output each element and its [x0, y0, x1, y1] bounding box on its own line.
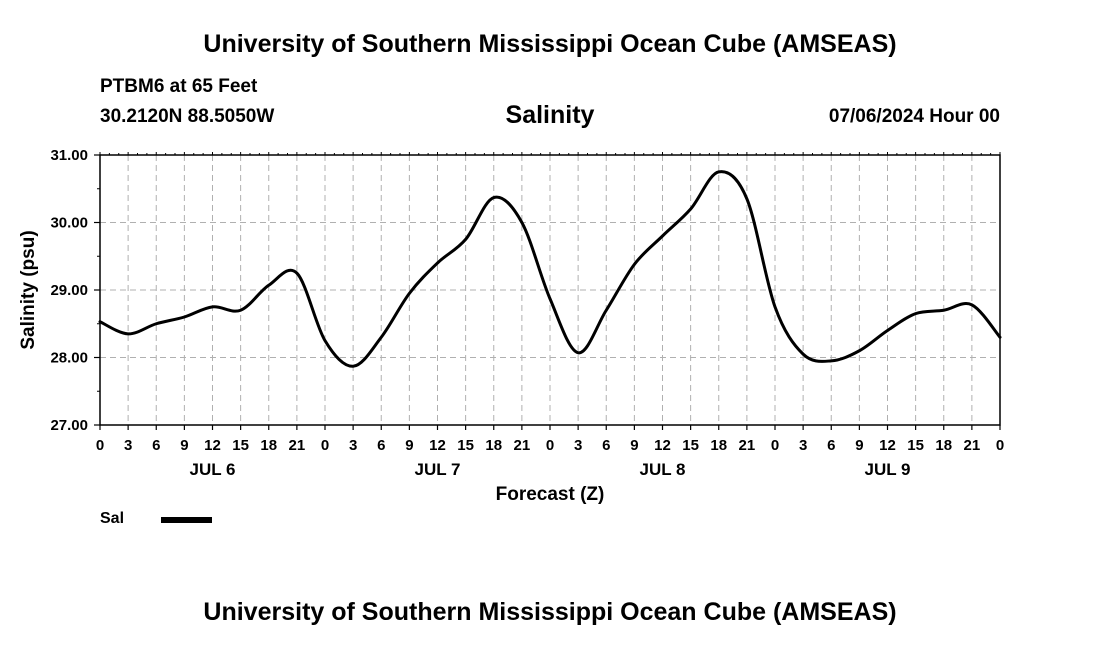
x-tick-label: 18 [710, 437, 727, 454]
x-tick-label: 21 [514, 437, 531, 454]
station-name: PTBM6 at 65 Feet [100, 76, 258, 97]
x-tick-label: 3 [799, 437, 807, 454]
x-tick-label: 6 [377, 437, 385, 454]
chart-title: Salinity [505, 101, 595, 129]
x-tick-label: 12 [429, 437, 446, 454]
x-tick-label: 21 [964, 437, 981, 454]
x-axis-label: Forecast (Z) [496, 484, 605, 505]
y-tick-label: 29.00 [50, 282, 88, 299]
chart-footer-title: University of Southern Mississippi Ocean… [203, 598, 897, 626]
x-tick-label: 12 [879, 437, 896, 454]
y-tick-label: 31.00 [50, 147, 88, 164]
x-day-label: JUL 6 [190, 460, 236, 479]
x-tick-label: 0 [321, 437, 329, 454]
x-tick-label: 0 [546, 437, 554, 454]
forecast-datetime: 07/06/2024 Hour 00 [828, 106, 1000, 127]
x-tick-label: 6 [152, 437, 160, 454]
legend-label: Sal [100, 510, 125, 527]
x-tick-label: 9 [630, 437, 638, 454]
x-tick-label: 9 [180, 437, 188, 454]
x-tick-label: 18 [260, 437, 277, 454]
x-tick-label: 6 [602, 437, 610, 454]
x-tick-label: 9 [855, 437, 863, 454]
x-tick-label: 12 [204, 437, 221, 454]
x-tick-label: 3 [349, 437, 357, 454]
axis-labels: 0 3 6 9 12 15 18 21 0 3 6 9 12 15 18 21 0 3 6 9 12 15 18 21 0 3 6 9… [50, 147, 1004, 479]
x-day-label: JUL 7 [415, 460, 461, 479]
x-tick-label: 6 [827, 437, 835, 454]
x-tick-label: 18 [935, 437, 952, 454]
x-tick-label: 21 [739, 437, 756, 454]
x-tick-label: 0 [771, 437, 779, 454]
chart-main-title: University of Southern Mississippi Ocean… [203, 30, 897, 58]
x-tick-label: 9 [405, 437, 413, 454]
y-tick-label: 30.00 [50, 215, 88, 232]
axis-ticks [94, 152, 1001, 430]
x-tick-label: 15 [457, 437, 474, 454]
x-tick-label: 15 [682, 437, 699, 454]
x-tick-label: 18 [485, 437, 502, 454]
x-day-label: JUL 8 [640, 460, 686, 479]
x-tick-label: 0 [996, 437, 1004, 454]
y-axis-label: Salinity (psu) [18, 230, 39, 349]
x-tick-label: 15 [907, 437, 924, 454]
legend-line-swatch [161, 517, 212, 523]
x-day-label: JUL 9 [865, 460, 911, 479]
x-tick-label: 21 [289, 437, 306, 454]
station-coordinates: 30.2120N 88.5050W [100, 106, 275, 127]
x-tick-label: 15 [232, 437, 249, 454]
y-tick-label: 28.00 [50, 350, 88, 367]
y-tick-label: 27.00 [50, 417, 88, 434]
x-tick-label: 3 [124, 437, 132, 454]
x-tick-label: 3 [574, 437, 582, 454]
grid [100, 155, 1000, 425]
x-tick-label: 12 [654, 437, 671, 454]
x-tick-label: 0 [96, 437, 104, 454]
series-line-sal [98, 170, 1002, 368]
